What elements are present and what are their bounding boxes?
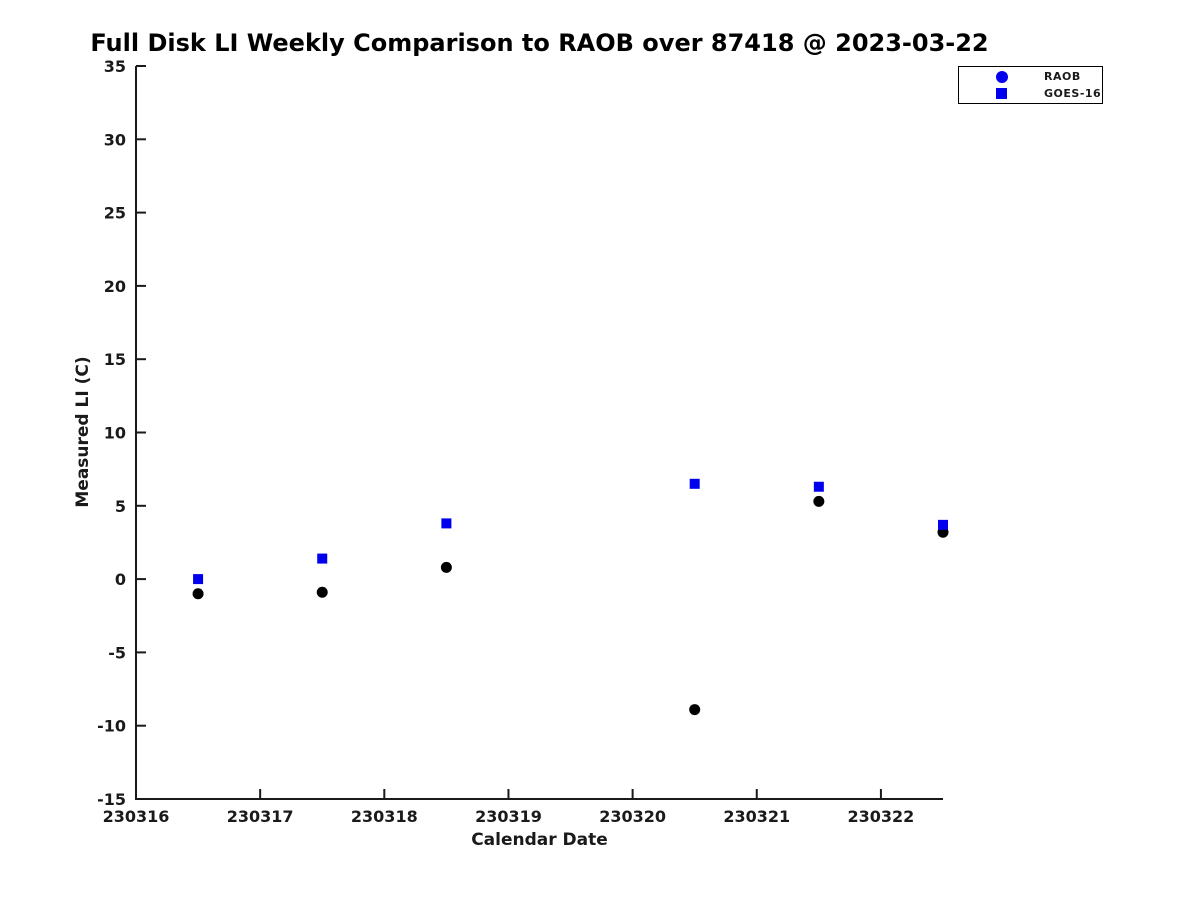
y-tick-label: -15 xyxy=(97,790,126,809)
x-axis-label: Calendar Date xyxy=(471,830,608,850)
x-tick-label: 230317 xyxy=(227,807,294,826)
legend-label-raob: RAOB xyxy=(1044,70,1081,83)
raob-marker xyxy=(316,586,328,598)
raob-legend-marker-icon xyxy=(995,70,1008,83)
goes16-marker xyxy=(317,553,328,564)
y-tick-label: 25 xyxy=(104,204,126,223)
y-tick-label: 20 xyxy=(104,277,126,296)
raob-marker xyxy=(813,495,825,507)
goes16-legend-marker-icon xyxy=(996,88,1007,99)
y-tick-label: 30 xyxy=(104,130,126,149)
goes16-marker xyxy=(813,481,824,492)
x-tick-label: 230318 xyxy=(351,807,418,826)
x-tick-label: 230321 xyxy=(723,807,790,826)
chart-title: Full Disk LI Weekly Comparison to RAOB o… xyxy=(90,29,989,57)
y-tick-label: 0 xyxy=(115,570,126,589)
raob-marker xyxy=(689,704,701,716)
goes16-marker xyxy=(193,574,204,585)
x-tick-label: 230316 xyxy=(103,807,170,826)
y-tick-label: -10 xyxy=(97,717,126,736)
raob-marker xyxy=(440,561,452,573)
legend-item-raob: RAOB xyxy=(959,68,1102,85)
goes16-marker xyxy=(689,478,700,489)
y-tick-label: 10 xyxy=(104,424,126,443)
y-tick-label: -5 xyxy=(108,643,126,662)
legend: RAOB GOES-16 xyxy=(958,66,1103,104)
legend-item-goes16: GOES-16 xyxy=(959,85,1102,102)
raob-marker xyxy=(192,588,204,600)
x-tick-label: 230319 xyxy=(475,807,542,826)
x-tick-label: 230320 xyxy=(599,807,666,826)
y-tick-label: 15 xyxy=(104,350,126,369)
goes16-marker xyxy=(441,518,452,529)
x-tick-label: 230322 xyxy=(848,807,915,826)
y-tick-label: 35 xyxy=(104,57,126,76)
legend-label-goes16: GOES-16 xyxy=(1044,87,1102,100)
goes16-marker xyxy=(938,519,948,530)
y-tick-label: 5 xyxy=(115,497,126,516)
